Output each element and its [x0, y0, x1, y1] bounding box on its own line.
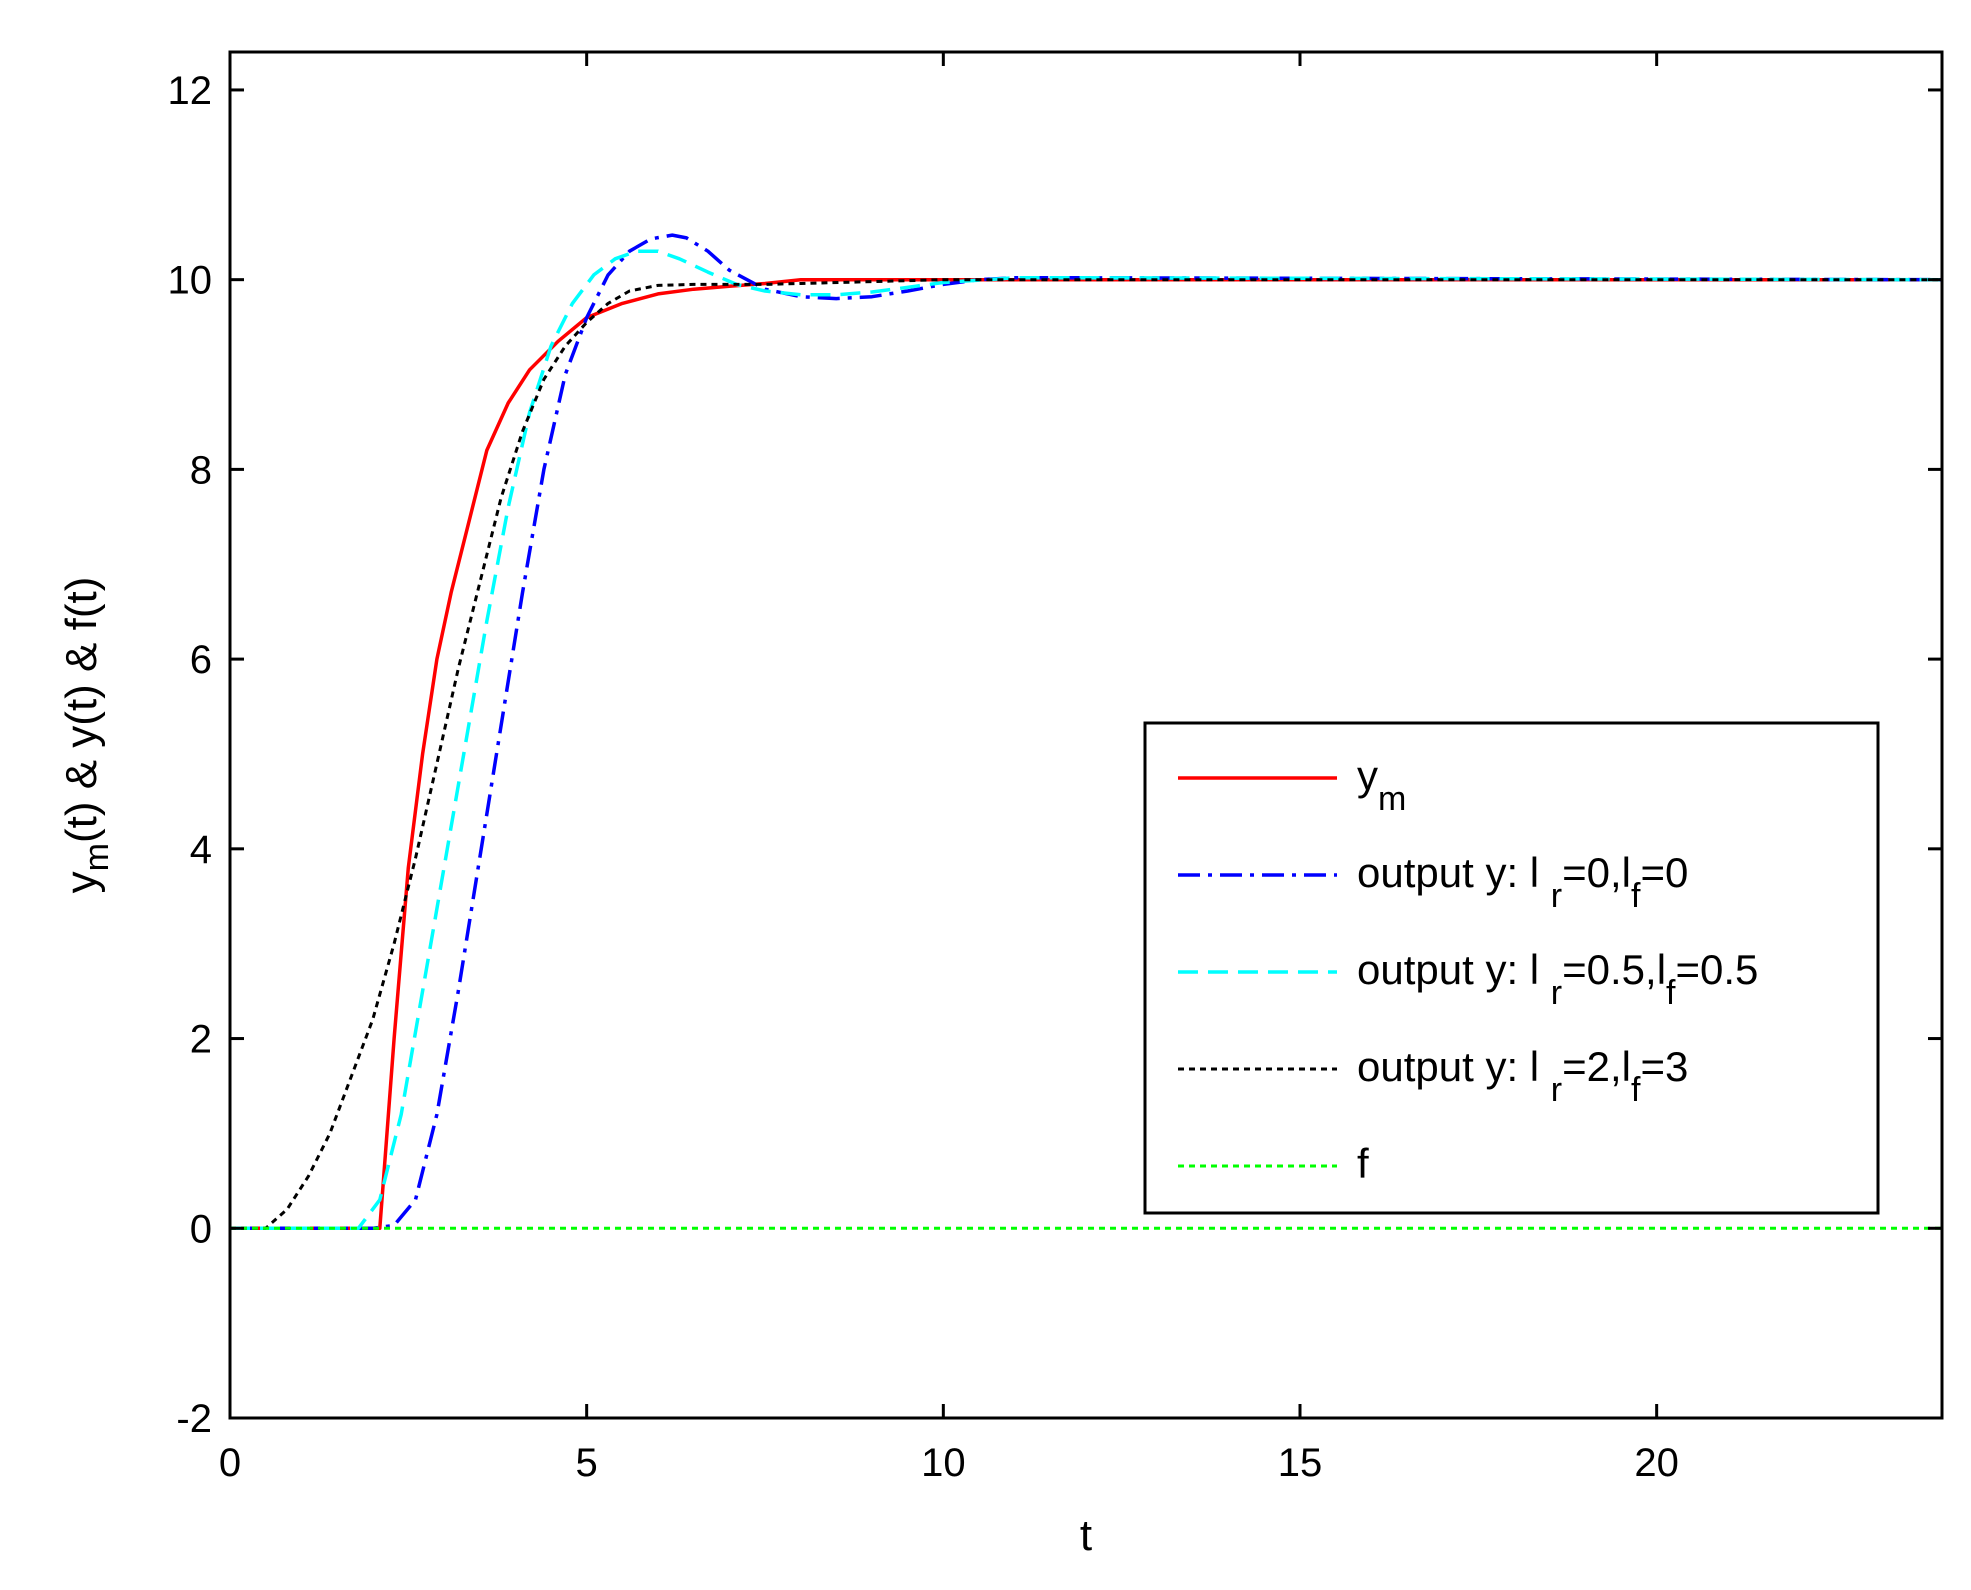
legend-label-3: output y: l r=0.5,lf=0.5 — [1357, 946, 1758, 1012]
y-tick-label: 8 — [190, 448, 212, 492]
x-tick-label: 20 — [1634, 1441, 1679, 1485]
y-tick-label: 12 — [168, 69, 213, 113]
legend-label-5: f — [1357, 1140, 1369, 1187]
y-tick-label: 0 — [190, 1207, 212, 1251]
y-tick-label: 10 — [168, 259, 213, 303]
series-line-4 — [230, 278, 1942, 1230]
x-tick-label: 0 — [219, 1441, 241, 1485]
legend: ym output y: l r=0,lf=0 output y: l r=0.5,… — [1143, 721, 1880, 1215]
legend-label-4: output y: l r=2,lf=3 — [1357, 1043, 1688, 1109]
y-axis-label-rest: (t) & y(t) & f(t) — [57, 577, 106, 843]
y-axis-label-subscript: m — [78, 843, 116, 871]
legend-box — [1143, 721, 1880, 1215]
x-tick-label: 15 — [1278, 1441, 1323, 1485]
y-tick-label: -2 — [176, 1397, 212, 1441]
axis-ticks — [228, 52, 1942, 1420]
legend-label-2: output y: l r=0,lf=0 — [1357, 849, 1688, 915]
y-axis-label-base: y — [57, 871, 106, 893]
x-tick-label: 5 — [576, 1441, 598, 1485]
y-axis-label: ym(t) & y(t) & f(t) — [57, 577, 116, 894]
plot-area-frame — [228, 50, 1944, 1420]
legend-label-1: ym — [1357, 752, 1406, 818]
x-tick-label: 10 — [921, 1441, 966, 1485]
y-tick-label: 2 — [190, 1018, 212, 1062]
series-line-3 — [230, 249, 1943, 1231]
series-line-2 — [230, 233, 1943, 1231]
y-tick-label: 6 — [190, 638, 212, 682]
y-tick-label: 4 — [190, 828, 212, 872]
x-axis-label: t — [1080, 1511, 1092, 1560]
series-layer — [230, 233, 1943, 1231]
